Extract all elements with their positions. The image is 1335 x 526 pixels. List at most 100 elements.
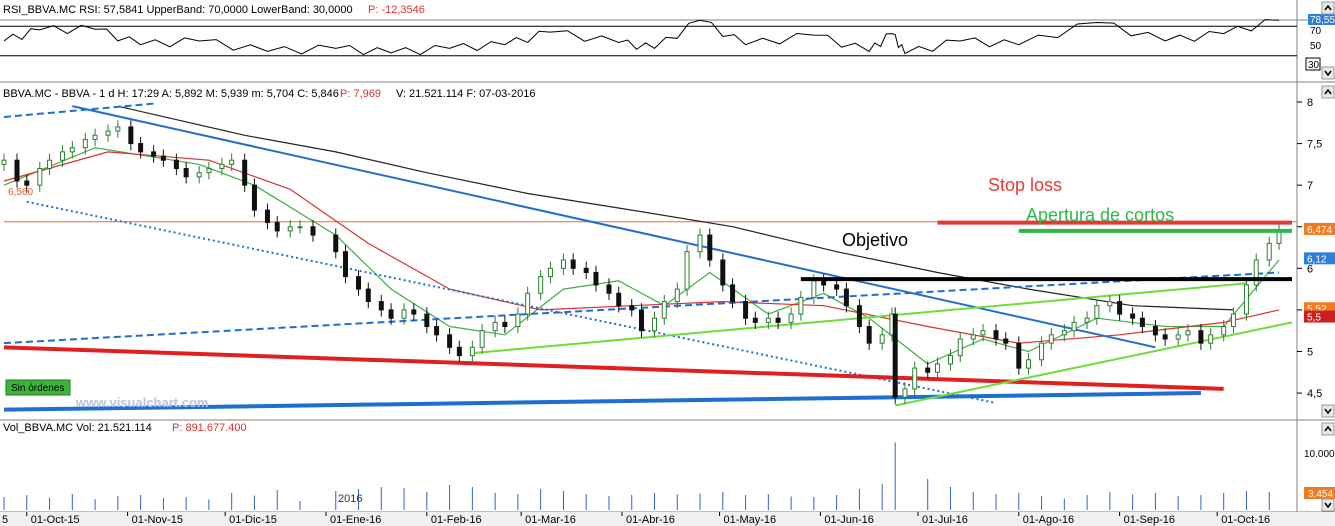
candle-body <box>251 184 257 211</box>
candle-body <box>970 334 976 340</box>
candle-body <box>684 251 690 290</box>
candle-body <box>1016 342 1022 369</box>
candle-body <box>834 284 840 290</box>
candle-body <box>434 326 440 336</box>
candle-body <box>902 388 908 398</box>
x-axis-left-label: 5 <box>2 514 8 526</box>
candle-body <box>1185 330 1191 336</box>
x-tick-label: 01-Dic-15 <box>229 514 277 526</box>
candle-body <box>388 309 394 319</box>
candle-body <box>356 276 362 290</box>
candle-body <box>274 222 280 232</box>
y-tick-label: 7,5 <box>1307 139 1322 151</box>
x-axis: 5 01-Oct-15 01-Nov-15 01-Dic-15 01-Ene-16 01… <box>0 512 1335 526</box>
candle-body <box>674 288 680 303</box>
candle-body <box>879 334 885 344</box>
candle-body <box>811 280 817 298</box>
candle-body <box>525 292 531 315</box>
y-tick-label: 6 <box>1307 263 1313 275</box>
candle-body <box>219 163 225 170</box>
candle-body <box>547 267 553 278</box>
chevron-down-icon <box>1324 70 1332 77</box>
trendline <box>3 391 1201 412</box>
candle-body <box>365 288 371 303</box>
candle-body <box>661 301 667 319</box>
candle-body <box>196 172 202 178</box>
volume-scroll-down-button[interactable] <box>1321 498 1335 512</box>
y-tick-label: 8 <box>1307 97 1313 109</box>
rsi-scroll-up-button[interactable] <box>1321 1 1335 15</box>
candle-body <box>92 134 98 140</box>
price-scroll-up-button[interactable] <box>1321 85 1335 99</box>
candle-body <box>1061 330 1067 336</box>
candle-body <box>1175 334 1181 340</box>
candle-body <box>1 159 7 165</box>
rsi-scroll-down-button[interactable] <box>1321 66 1335 80</box>
candle-body <box>1094 305 1100 319</box>
candle-body <box>957 338 963 357</box>
candle-body <box>105 130 111 136</box>
price-badge: 6,474 <box>1307 225 1332 236</box>
candle-body <box>1221 326 1227 336</box>
candle-body <box>229 159 235 165</box>
x-tick-label: 01-Jul-16 <box>922 514 968 526</box>
candle-body <box>343 251 349 278</box>
price-scroll-down-button[interactable] <box>1321 404 1335 418</box>
y-tick-label: 4,5 <box>1307 388 1322 400</box>
volume-scroll-up-button[interactable] <box>1321 422 1335 436</box>
candle-body <box>912 367 918 390</box>
candle-body <box>242 159 248 186</box>
rsi-level-50-label: 50 <box>1310 41 1322 52</box>
x-tick-label: 01-Oct-16 <box>1221 514 1270 526</box>
volume-badge: 3.454 <box>1308 489 1333 500</box>
candle-body <box>456 346 462 357</box>
candle-body <box>697 234 703 253</box>
trendline <box>3 102 154 118</box>
rsi-line <box>3 19 1280 56</box>
rsi-layer <box>0 19 1297 57</box>
candle-body <box>1208 334 1214 344</box>
chevron-up-icon <box>1324 4 1332 11</box>
x-tick-label: 01-Mar-16 <box>525 514 576 526</box>
level-label: Apertura de cortos <box>1026 205 1174 225</box>
x-tick-label: 01-May-16 <box>724 514 777 526</box>
candlestick-layer <box>1 120 1282 404</box>
candle-body <box>411 309 417 315</box>
candle-body <box>1243 284 1249 315</box>
candle-body <box>1071 321 1077 332</box>
candle-body <box>297 226 303 229</box>
candle-body <box>82 138 88 149</box>
level-label: Objetivo <box>842 230 908 250</box>
candle-body <box>788 313 794 323</box>
trendline <box>894 321 1293 407</box>
candle-body <box>378 301 384 311</box>
volume-badge-box <box>1304 487 1335 499</box>
x-tick-label: 01-Ago-16 <box>1023 514 1074 526</box>
year-label: 2016 <box>338 493 362 505</box>
volume-y-label: 10.000 <box>1304 449 1335 460</box>
candle-body <box>492 321 498 332</box>
candle-body <box>752 317 758 323</box>
candle-body <box>1139 317 1145 328</box>
x-tick-label: 01-Ene-16 <box>330 514 381 526</box>
chevron-down-icon <box>1324 408 1332 415</box>
candle-body <box>1039 342 1045 361</box>
candle-body <box>583 267 589 273</box>
candle-body <box>1026 359 1032 369</box>
candle-body <box>469 346 475 357</box>
rsi-level-70-label: 70 <box>1310 26 1322 37</box>
candle-body <box>606 284 612 294</box>
x-tick-label: 01-Sep-16 <box>1124 514 1175 526</box>
candle-body <box>128 126 134 145</box>
candle-body <box>37 168 43 186</box>
moving-average-line <box>117 105 1234 311</box>
volume-header: Vol_BBVA.MC Vol: 21.521.114 <box>3 422 152 434</box>
candle-body <box>160 155 166 161</box>
candle-body <box>765 317 771 323</box>
status-box-label: Sin órdenes <box>11 383 64 394</box>
candle-body <box>993 330 999 340</box>
x-tick-label: 01-Feb-16 <box>431 514 482 526</box>
candle-body <box>1117 301 1123 315</box>
candle-body <box>1152 326 1158 336</box>
y-tick-label: 7 <box>1307 180 1313 192</box>
